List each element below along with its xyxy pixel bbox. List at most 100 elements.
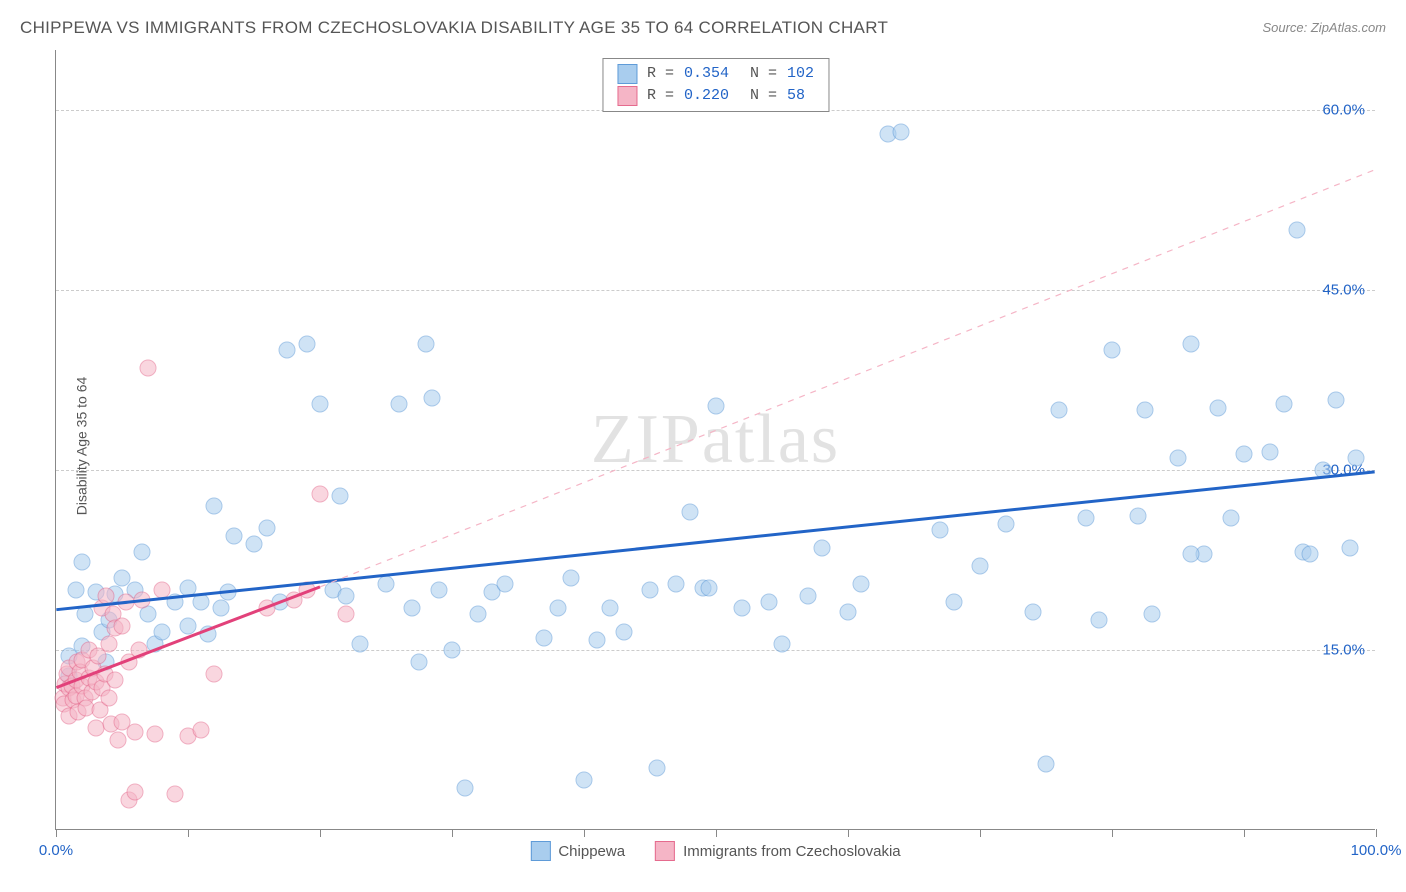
chart-container: CHIPPEWA VS IMMIGRANTS FROM CZECHOSLOVAK… — [0, 0, 1406, 892]
scatter-point — [131, 642, 148, 659]
scatter-point — [74, 554, 91, 571]
scatter-point — [206, 666, 223, 683]
scatter-point — [298, 336, 315, 353]
x-tick-label: 0.0% — [39, 842, 73, 859]
scatter-point — [199, 626, 216, 643]
x-tick — [848, 829, 849, 837]
scatter-point — [226, 528, 243, 545]
scatter-point — [589, 632, 606, 649]
scatter-point — [77, 606, 94, 623]
scatter-point — [760, 594, 777, 611]
source-label: Source: ZipAtlas.com — [1262, 20, 1386, 35]
chart-title: CHIPPEWA VS IMMIGRANTS FROM CZECHOSLOVAK… — [20, 18, 888, 38]
scatter-point — [734, 600, 751, 617]
scatter-point — [153, 624, 170, 641]
scatter-point — [1104, 342, 1121, 359]
legend-stats-row: R =0.354N =102 — [617, 63, 814, 85]
scatter-point — [470, 606, 487, 623]
scatter-point — [1302, 546, 1319, 563]
scatter-point — [133, 543, 150, 560]
scatter-point — [424, 390, 441, 407]
scatter-point — [1077, 510, 1094, 527]
scatter-point — [444, 642, 461, 659]
scatter-point — [1137, 402, 1154, 419]
legend-series-label: Immigrants from Czechoslovakia — [683, 843, 901, 860]
scatter-point — [1183, 546, 1200, 563]
scatter-point — [378, 576, 395, 593]
legend-n-value: 102 — [787, 63, 814, 85]
scatter-point — [98, 588, 115, 605]
scatter-point — [998, 516, 1015, 533]
scatter-point — [100, 690, 117, 707]
scatter-point — [1341, 540, 1358, 557]
x-tick — [452, 829, 453, 837]
scatter-point — [1262, 444, 1279, 461]
scatter-point — [972, 558, 989, 575]
x-tick — [320, 829, 321, 837]
gridline — [56, 470, 1375, 471]
scatter-point — [1209, 399, 1226, 416]
legend-series-label: Chippewa — [558, 843, 625, 860]
scatter-point — [648, 759, 665, 776]
legend-swatch — [530, 841, 550, 861]
scatter-point — [107, 672, 124, 689]
legend-n-label: N = — [750, 63, 777, 85]
scatter-point — [351, 636, 368, 653]
scatter-point — [1051, 402, 1068, 419]
scatter-point — [417, 336, 434, 353]
scatter-point — [133, 591, 150, 608]
scatter-point — [945, 594, 962, 611]
legend-swatch — [655, 841, 675, 861]
scatter-point — [668, 576, 685, 593]
scatter-point — [1288, 222, 1305, 239]
x-tick — [1112, 829, 1113, 837]
scatter-point — [774, 636, 791, 653]
scatter-point — [259, 600, 276, 617]
scatter-point — [180, 618, 197, 635]
scatter-point — [1143, 606, 1160, 623]
scatter-point — [100, 636, 117, 653]
scatter-point — [1275, 396, 1292, 413]
scatter-point — [140, 360, 157, 377]
scatter-point — [496, 576, 513, 593]
scatter-point — [1315, 462, 1332, 479]
x-tick — [1376, 829, 1377, 837]
scatter-point — [1130, 507, 1147, 524]
scatter-point — [117, 594, 134, 611]
scatter-point — [1236, 446, 1253, 463]
legend-stats-row: R =0.220N = 58 — [617, 85, 814, 107]
y-tick-label: 45.0% — [1322, 282, 1365, 299]
scatter-point — [1038, 756, 1055, 773]
scatter-point — [1183, 336, 1200, 353]
legend-series-item: Immigrants from Czechoslovakia — [655, 841, 901, 861]
scatter-point — [800, 588, 817, 605]
scatter-point — [279, 342, 296, 359]
x-tick — [188, 829, 189, 837]
scatter-point — [602, 600, 619, 617]
scatter-point — [312, 486, 329, 503]
scatter-point — [1348, 450, 1365, 467]
scatter-point — [298, 582, 315, 599]
x-tick-label: 100.0% — [1351, 842, 1402, 859]
scatter-point — [166, 594, 183, 611]
scatter-point — [127, 783, 144, 800]
legend-stats: R =0.354N =102R =0.220N = 58 — [602, 58, 829, 112]
scatter-point — [110, 732, 127, 749]
scatter-point — [331, 488, 348, 505]
scatter-point — [813, 540, 830, 557]
scatter-point — [206, 498, 223, 515]
scatter-point — [404, 600, 421, 617]
scatter-point — [576, 771, 593, 788]
scatter-point — [1170, 450, 1187, 467]
y-tick-label: 60.0% — [1322, 102, 1365, 119]
x-tick — [980, 829, 981, 837]
y-tick-label: 15.0% — [1322, 642, 1365, 659]
legend-series: Chippewa Immigrants from Czechoslovakia — [530, 841, 900, 861]
scatter-point — [338, 588, 355, 605]
trend-lines-layer — [56, 50, 1375, 829]
gridline — [56, 290, 1375, 291]
scatter-point — [642, 582, 659, 599]
trend-line — [320, 170, 1375, 587]
scatter-point — [219, 584, 236, 601]
scatter-point — [259, 519, 276, 536]
